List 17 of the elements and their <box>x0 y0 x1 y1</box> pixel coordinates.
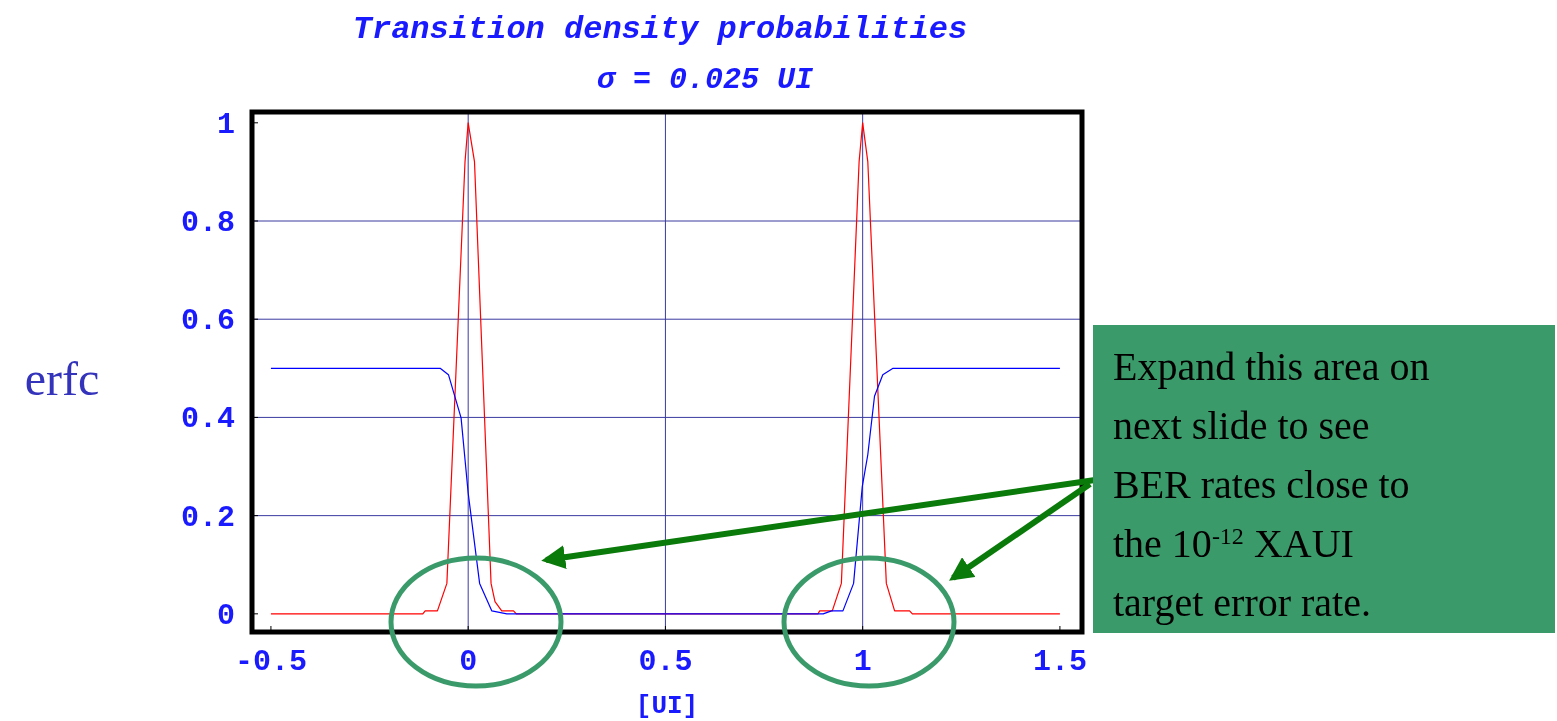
line-series <box>270 367 1061 615</box>
x-tick-label: 0.5 <box>638 645 693 679</box>
y-tick-label: 0.6 <box>180 304 235 339</box>
y-tick-label: 0 <box>216 598 235 633</box>
x-axis-title: [UI] <box>635 691 699 721</box>
x-tick-label: 1.5 <box>1032 645 1087 679</box>
x-tick-label: -0.5 <box>234 645 307 679</box>
y-tick-label: 0.8 <box>180 206 235 241</box>
y-tick-label: 1 <box>216 107 235 142</box>
x-tick-label: 1 <box>853 645 872 679</box>
chart-subtitle: σ = 0.025 UI <box>596 63 815 97</box>
chart-title: Transition density probabilities <box>352 11 968 48</box>
y-tick-label: 0.4 <box>180 402 235 437</box>
x-tick-label: 0 <box>459 645 478 679</box>
y-axis-title: erfc <box>24 352 100 405</box>
y-tick-label: 0.2 <box>180 500 235 535</box>
text: Expand this area on next slide to see BER rates close to the 10$^{-12}$ XAUI target error rate. <box>1113 344 1430 625</box>
